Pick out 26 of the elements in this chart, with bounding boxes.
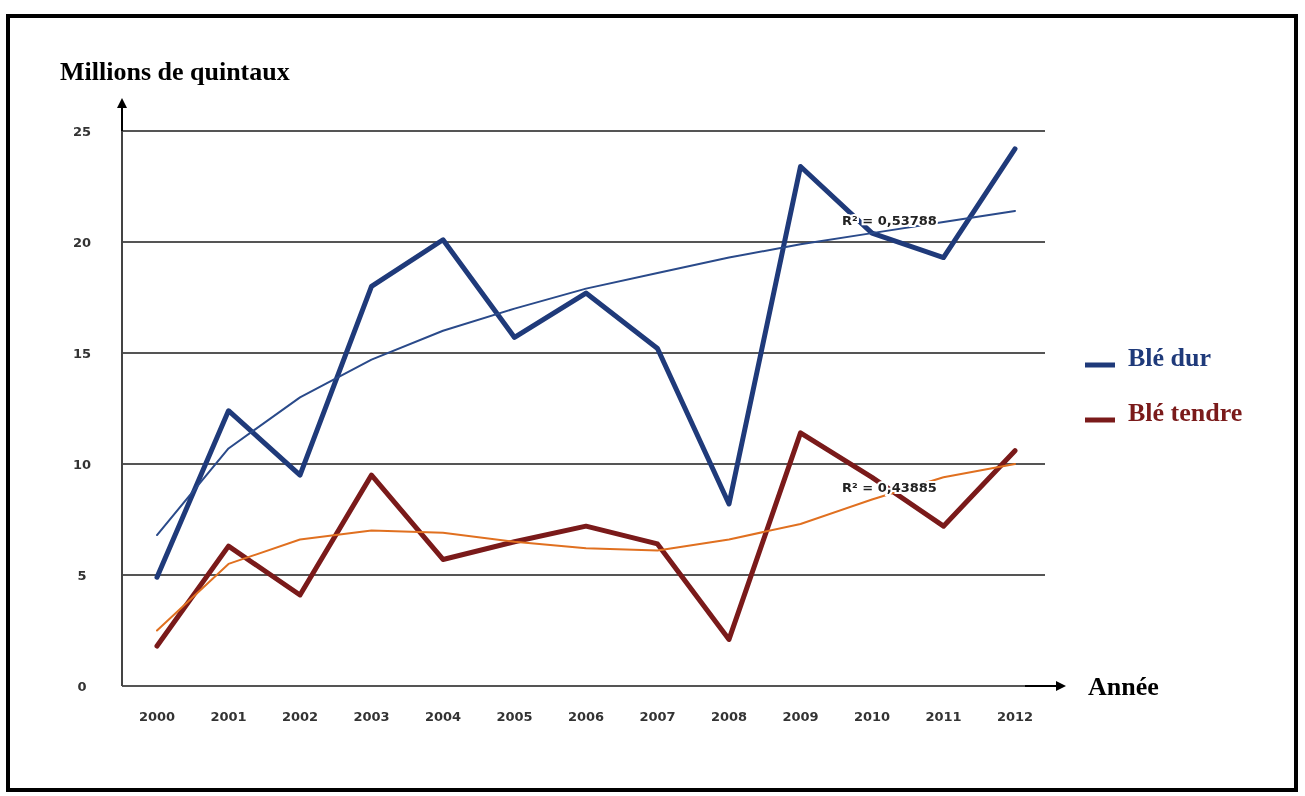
y-tick-label: 20 [72,235,92,250]
x-tick-label: 2002 [281,709,319,724]
y-tick-label: 10 [72,457,92,472]
y-tick-label: 15 [72,346,92,361]
y-tick-label: 25 [72,124,92,139]
x-tick-label: 2006 [567,709,605,724]
legend-label: Blé tendre [1128,398,1243,427]
x-tick-label: 2004 [424,709,462,724]
y-tick-label: 5 [77,568,87,583]
y-axis-title: Millions de quintaux [60,57,290,86]
x-tick-label: 2005 [496,709,533,724]
x-tick-label: 2011 [925,709,962,724]
y-tick-label: 0 [77,679,87,694]
line-series [156,209,1016,537]
x-tick-label: 2010 [853,709,891,724]
x-tick-label: 2007 [639,709,676,724]
x-tick-label: 2012 [996,709,1034,724]
x-tick-label: 2003 [353,709,390,724]
legend-label: Blé dur [1128,343,1212,372]
x-tick-label: 2008 [710,709,748,724]
x-tick-label: 2009 [782,709,819,724]
annotation: R² = 0,53788 [842,213,937,229]
line-series [156,463,1016,632]
x-tick-label: 2000 [138,709,176,724]
x-tick-label: 2001 [210,709,247,724]
x-axis-title: Année [1088,672,1159,701]
